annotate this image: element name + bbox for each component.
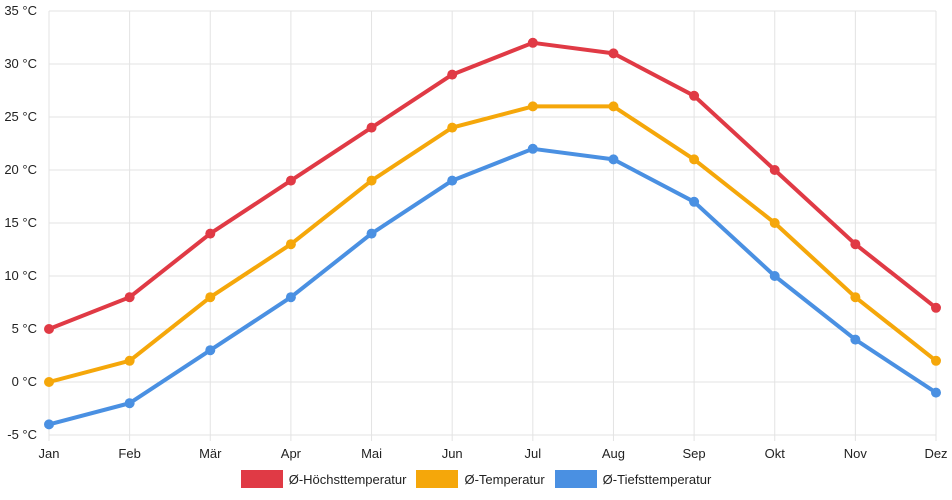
legend-item-high[interactable]: Ø-Höchsttemperatur	[240, 470, 407, 488]
legend-label-low: Ø-Tiefsttemperatur	[602, 471, 712, 487]
x-tick-label: Okt	[765, 446, 786, 461]
x-tick-label: Jan	[39, 446, 60, 461]
y-tick-label: 25 °C	[4, 109, 37, 124]
y-tick-label: 10 °C	[4, 268, 37, 283]
data-point-2	[44, 419, 54, 430]
data-point-0	[285, 175, 296, 186]
data-point-2	[285, 292, 296, 303]
x-tick-label: Nov	[844, 446, 868, 461]
legend-swatch-low	[554, 470, 597, 488]
y-tick-label: 15 °C	[4, 215, 37, 230]
x-tick-label: Feb	[118, 446, 140, 461]
data-point-0	[931, 302, 941, 313]
data-point-1	[44, 377, 54, 387]
data-point-2	[931, 387, 941, 398]
data-point-0	[527, 37, 538, 48]
data-point-0	[608, 48, 619, 59]
y-tick-label: 30 °C	[4, 56, 37, 71]
data-point-1	[447, 122, 458, 133]
chart-canvas: -5 °C 0 °C 5 °C 10 °C 15 °C 20 °C 25 °C 30 °C 35…	[4, 3, 948, 461]
data-point-0	[850, 239, 861, 250]
data-point-2	[689, 196, 700, 207]
x-tick-label: Jun	[442, 446, 463, 461]
legend-swatch-high	[240, 470, 283, 488]
data-point-2	[366, 228, 377, 239]
legend-label-high: Ø-Höchsttemperatur	[288, 471, 407, 487]
x-tick-label: Sep	[683, 446, 706, 461]
legend-item-low[interactable]: Ø-Tiefsttemperatur	[554, 470, 712, 488]
x-tick-label: Apr	[281, 446, 302, 461]
series-line-2	[47, 146, 938, 427]
legend-item-mean[interactable]: Ø-Temperatur	[416, 470, 545, 488]
x-tick-label: Mai	[361, 446, 382, 461]
data-point-1	[769, 218, 780, 228]
data-point-2	[850, 334, 861, 345]
data-point-1	[366, 175, 377, 186]
data-point-2	[205, 345, 216, 356]
data-point-2	[447, 175, 458, 186]
data-point-0	[769, 165, 780, 175]
x-axis-ticks: Jan Feb Mär Apr Mai Jun Jul Aug Sep Okt Nov Dez	[39, 446, 948, 461]
data-point-2	[527, 143, 538, 154]
grid-lines	[48, 10, 937, 441]
series-line-1	[47, 104, 938, 384]
legend-label-mean: Ø-Temperatur	[464, 471, 545, 487]
data-point-0	[205, 228, 216, 239]
data-point-2	[608, 154, 619, 165]
x-tick-label: Dez	[924, 446, 947, 461]
data-point-1	[608, 101, 619, 112]
legend: Ø-Höchsttemperatur Ø-Temperatur Ø-Tiefst…	[0, 470, 952, 488]
y-axis-ticks: -5 °C 0 °C 5 °C 10 °C 15 °C 20 °C 25 °C 30 °C 35…	[4, 3, 37, 442]
y-tick-label: 35 °C	[4, 3, 37, 18]
data-point-1	[124, 355, 135, 366]
y-tick-label: 0 °C	[12, 374, 37, 389]
y-tick-label: -5 °C	[7, 427, 37, 442]
data-point-0	[447, 69, 458, 80]
data-point-1	[689, 154, 700, 165]
x-tick-label: Jul	[525, 446, 542, 461]
x-tick-label: Aug	[602, 446, 625, 461]
data-point-1	[285, 239, 296, 250]
y-tick-label: 5 °C	[12, 321, 37, 336]
data-point-1	[205, 292, 216, 303]
data-point-2	[769, 271, 780, 281]
data-point-1	[527, 101, 538, 112]
x-tick-label: Mär	[199, 446, 222, 461]
data-point-1	[850, 292, 861, 303]
data-point-0	[124, 292, 135, 303]
data-point-1	[931, 355, 941, 366]
data-series	[44, 37, 941, 430]
series-line-0	[47, 40, 938, 331]
legend-swatch-mean	[416, 470, 459, 488]
y-tick-label: 20 °C	[4, 162, 37, 177]
data-point-0	[366, 122, 377, 133]
data-point-0	[44, 324, 54, 334]
data-point-0	[689, 90, 700, 101]
data-point-2	[124, 398, 135, 409]
